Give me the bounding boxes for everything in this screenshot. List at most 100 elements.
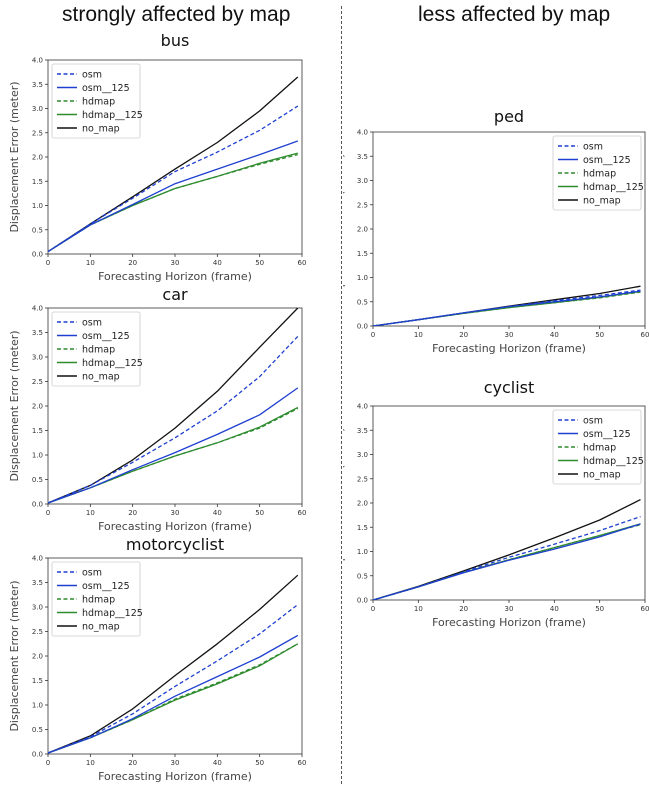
legend-label: hdmap__125 [583,456,644,467]
legend-label: osm__125 [583,155,631,166]
series-line-hdmap [48,407,299,504]
y-tick-label: 3.5 [357,427,368,435]
x-axis-label: Forecasting Horizon (frame) [98,270,252,283]
x-tick-label: 40 [550,331,559,339]
x-tick-label: 30 [171,259,180,267]
x-axis-label: Forecasting Horizon (frame) [432,616,586,629]
series-line-hdmap [48,643,299,754]
x-tick-label: 0 [46,259,50,267]
y-tick-label: 3.5 [32,329,43,337]
y-tick-label: 3.0 [32,105,43,113]
y-tick-label: 0.5 [357,572,368,580]
x-tick-label: 30 [505,605,514,613]
x-tick-label: 0 [371,605,375,613]
right-column-heading: less affected by map [418,3,611,26]
y-tick-label: 0.5 [357,298,368,306]
column-divider [341,6,342,784]
series-line-osm [48,105,299,253]
y-tick-label: 0.0 [32,251,43,259]
legend-label: osm [583,142,603,153]
y-tick-label: 3.0 [357,451,368,459]
chart-bus: bus 0.0 0.5 1.0 1.5 2.0 2.5 3.0 3.5 4.0 0 10 20 30 40 5… [8,31,306,283]
x-tick-label: 20 [128,259,137,267]
legend-label: hdmap [583,169,616,180]
y-tick-label: 1.0 [32,202,43,210]
legend-label: osm__125 [82,83,130,94]
series-line-hdmap-125 [48,643,299,754]
y-tick-label: 1.5 [32,677,43,685]
y-tick-label: 2.5 [357,201,368,209]
x-tick-label: 10 [86,759,95,767]
series-line-no-map [373,499,641,600]
x-tick-label: 50 [255,259,264,267]
x-tick-label: 20 [128,759,137,767]
series-line-osm [48,604,299,754]
y-tick-label: 2.0 [357,500,368,508]
y-tick-label: 1.0 [32,452,43,460]
y-tick-label: 2.5 [357,475,368,483]
legend-box [552,409,642,485]
y-tick-label: 4.0 [357,129,368,137]
chart-title: motorcyclist [126,535,224,554]
y-tick-label: 0.5 [32,726,43,734]
y-tick-label: 0.0 [32,501,43,509]
x-tick-label: 60 [298,509,307,517]
y-tick-label: 0.0 [32,751,43,759]
y-tick-label: 4.0 [32,555,43,563]
chart-title: cyclist [484,378,535,397]
x-tick-label: 0 [46,509,50,517]
y-axis-label: Displacement Error (meter) [8,330,21,481]
x-axis-label: Forecasting Horizon (frame) [98,770,252,783]
x-tick-label: 20 [459,331,468,339]
series-line-osm [48,335,299,504]
x-tick-label: 10 [414,331,423,339]
y-tick-label: 2.5 [32,129,43,137]
x-tick-label: 0 [46,759,50,767]
y-tick-label: 4.0 [357,403,368,411]
x-tick-label: 40 [213,259,222,267]
legend-label: osm__125 [82,331,130,342]
x-axis-label: Forecasting Horizon (frame) [98,520,252,533]
x-tick-label: 10 [86,509,95,517]
legend-label: no_map [583,470,621,481]
legend-box [51,561,141,637]
legend-label: osm__125 [583,429,631,440]
series-line-osm [373,289,641,326]
x-tick-label: 0 [371,331,375,339]
y-tick-label: 2.0 [357,226,368,234]
y-tick-label: 4.0 [32,57,43,65]
chart-car: car 0.0 0.5 1.0 1.5 2.0 2.5 3.0 3.5 4.0 0 10 20 30 40 5… [8,285,307,533]
legend-label: hdmap [583,443,616,454]
y-tick-label: 1.0 [357,274,368,282]
chart-title: bus [161,31,190,50]
y-tick-label: 1.5 [357,250,368,258]
legend-label: hdmap [82,97,115,108]
legend-label: no_map [583,196,621,207]
legend-label: osm [82,70,102,81]
x-tick-label: 30 [171,509,180,517]
x-tick-label: 20 [128,509,137,517]
y-tick-label: 0.0 [357,597,368,605]
y-axis-label: Displacement Error (meter) [8,81,21,232]
series-line-hdmap-125 [48,406,299,504]
series-line-no-map [48,76,299,253]
x-tick-label: 10 [414,605,423,613]
y-tick-label: 3.5 [32,579,43,587]
left-column-heading: strongly affected by map [62,3,291,26]
y-tick-label: 0.0 [357,323,368,331]
legend-label: osm__125 [82,581,130,592]
series-line-osm-125 [48,140,299,253]
y-tick-label: 3.5 [32,81,43,89]
y-tick-label: 2.0 [32,403,43,411]
legend-box [51,311,141,387]
legend-label: no_map [82,622,120,633]
y-tick-label: 1.0 [357,548,368,556]
x-tick-label: 50 [595,605,604,613]
legend-label: no_map [82,372,120,383]
y-tick-label: 3.0 [32,604,43,612]
series-line-hdmap-125 [48,152,298,253]
y-tick-label: 2.5 [32,378,43,386]
y-tick-label: 0.5 [32,226,43,234]
y-tick-label: 2.0 [32,653,43,661]
x-tick-label: 40 [550,605,559,613]
